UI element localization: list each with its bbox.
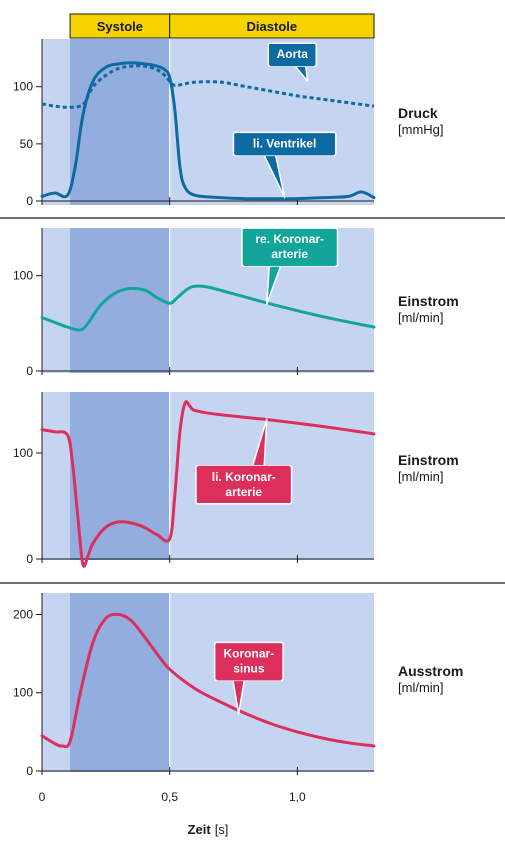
series-line xyxy=(40,400,376,568)
series-line xyxy=(40,284,376,332)
callout-joint xyxy=(235,151,334,156)
y-tick-label: 50 xyxy=(20,137,34,151)
systole-label: Systole xyxy=(97,19,143,34)
panel-2: 0 100 re. Koronar-arterie Einstrom[ml/min] xyxy=(13,227,459,378)
systole-shade xyxy=(70,593,170,772)
callout-text: re. Koronar- xyxy=(255,232,324,246)
callout-joint xyxy=(243,262,336,267)
systole-shade xyxy=(70,228,170,373)
callout-text: Koronar- xyxy=(224,646,275,660)
side-title: Einstrom xyxy=(398,293,459,309)
callout-text: arterie xyxy=(271,247,308,261)
side-unit: [mmHg] xyxy=(398,122,444,137)
callout-text: li. Koronar- xyxy=(212,470,276,484)
panel-1: 0 50 100 Aorta li. Ventrikel Druck[mmHg] xyxy=(0,39,505,219)
y-tick-label: 0 xyxy=(26,764,33,778)
callout-joint xyxy=(197,465,290,470)
y-tick-label: 100 xyxy=(13,269,33,283)
x-axis-label: Zeit xyxy=(188,822,212,837)
phase-bar: Systole Diastole xyxy=(69,13,375,39)
y-tick-label: 0 xyxy=(26,552,33,566)
callout-joint xyxy=(270,62,315,67)
x-tick-label: 0,5 xyxy=(161,790,178,804)
callout: Aorta xyxy=(267,42,318,82)
diastole-label: Diastole xyxy=(247,19,298,34)
callout: li. Koronar-arterie xyxy=(195,418,293,505)
panel-4: 0 100 200 Koronar-sinus Ausstrom[ml/min] xyxy=(13,593,463,778)
series-line xyxy=(40,612,376,749)
y-tick-label: 200 xyxy=(13,607,33,621)
callout-text: arterie xyxy=(225,485,262,499)
panel-3: 0 100 li. Koronar-arterie Einstrom[ml/min] xyxy=(0,392,505,584)
y-tick-label: 100 xyxy=(13,80,33,94)
x-axis-unit: [s] xyxy=(215,822,229,837)
diastole-box xyxy=(169,13,375,39)
side-unit: [ml/min] xyxy=(398,469,444,484)
x-tick-labels: 0 0,5 1,0 xyxy=(39,790,306,804)
callout-text: Aorta xyxy=(277,47,309,61)
side-unit: [ml/min] xyxy=(398,310,444,325)
y-tick-label: 0 xyxy=(26,194,33,208)
y-tick-label: 100 xyxy=(13,686,33,700)
side-title: Druck xyxy=(398,105,438,121)
x-axis-title: Zeit [s] xyxy=(188,822,229,837)
y-tick-label: 0 xyxy=(26,364,33,378)
callout-text: li. Ventrikel xyxy=(253,136,316,150)
x-axis: 0 0,5 1,0 Zeit [s] xyxy=(39,790,306,837)
systole-box xyxy=(69,13,171,39)
side-unit: [ml/min] xyxy=(398,680,444,695)
series-line xyxy=(40,61,376,201)
callout: li. Ventrikel xyxy=(232,131,337,199)
side-title: Einstrom xyxy=(398,452,459,468)
panels: 0 50 100 Aorta li. Ventrikel Druck[mmHg] 0 100 r… xyxy=(0,39,505,778)
callout-text: sinus xyxy=(233,661,265,675)
callout: re. Koronar-arterie xyxy=(241,227,339,306)
x-tick-label: 0 xyxy=(39,790,46,804)
callout: Koronar-sinus xyxy=(213,641,284,715)
callout-joint xyxy=(216,676,282,681)
y-tick-label: 100 xyxy=(13,446,33,460)
x-tick-label: 1,0 xyxy=(289,790,306,804)
side-title: Ausstrom xyxy=(398,663,463,679)
